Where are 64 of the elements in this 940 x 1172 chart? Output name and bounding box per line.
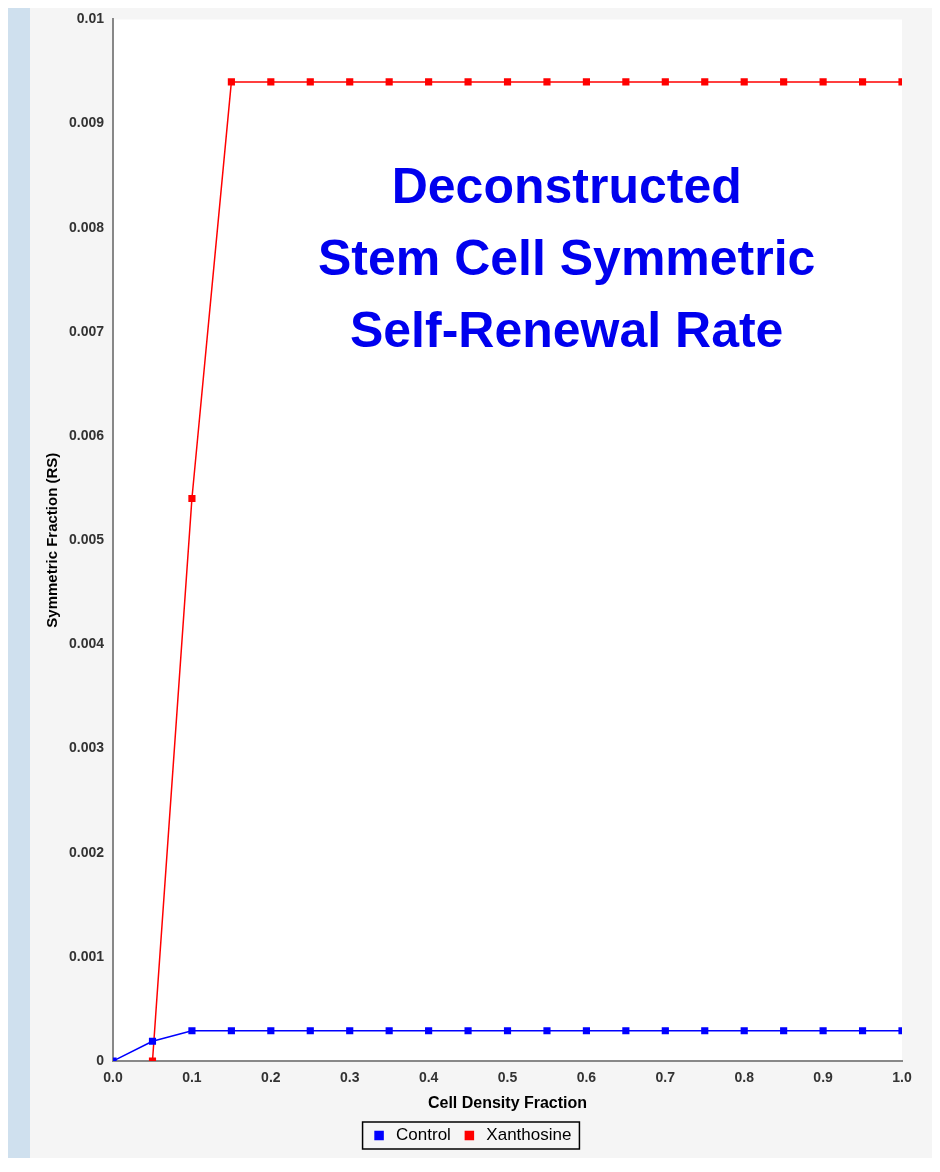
- point: [740, 78, 748, 86]
- point: [148, 1037, 157, 1045]
- point: [661, 1027, 669, 1035]
- point: [306, 78, 314, 86]
- y-axis-title: Symmetric Fraction (RS): [43, 452, 61, 628]
- point: [503, 78, 512, 86]
- point: [306, 1027, 314, 1035]
- point: [622, 78, 630, 86]
- legend-label: Control: [396, 1125, 451, 1145]
- point: [346, 1027, 354, 1035]
- y-tick-label: 0.008: [68, 218, 105, 235]
- point: [188, 1027, 196, 1035]
- x-tick-label: 0.4: [418, 1069, 439, 1086]
- x-tick-label: 0.0: [103, 1069, 123, 1086]
- point: [464, 1027, 472, 1035]
- point: [543, 1027, 551, 1035]
- y-tick-label: 0.002: [68, 843, 105, 860]
- point: [582, 78, 590, 86]
- point: [425, 1027, 433, 1035]
- x-tick-label: 0.2: [261, 1069, 281, 1086]
- point: [267, 1027, 275, 1035]
- x-tick-label: 0.3: [339, 1069, 360, 1086]
- point: [858, 1027, 867, 1035]
- point: [385, 78, 393, 86]
- point: [819, 78, 827, 86]
- point: [385, 1027, 393, 1035]
- x-tick-label: 1.0: [892, 1069, 912, 1086]
- point: [701, 1027, 709, 1035]
- point: [227, 78, 235, 86]
- point: [780, 78, 788, 86]
- point: [503, 1027, 512, 1035]
- y-tick-label: 0.005: [68, 531, 105, 548]
- y-tick-label: 0.004: [68, 635, 105, 652]
- point: [858, 78, 867, 86]
- text: Deconstructed Stem Cell Symmetric Self-Renewal Rate: [317, 158, 816, 359]
- x-tick-label: 0.1: [182, 1069, 202, 1086]
- point: [543, 78, 551, 86]
- y-tick-label: 0.01: [76, 10, 105, 27]
- point: [819, 1027, 827, 1035]
- point: [425, 78, 433, 86]
- y-tick-label: 0.003: [68, 739, 105, 756]
- point: [661, 78, 669, 86]
- y-tick-label: 0.001: [68, 947, 105, 964]
- point: [780, 1027, 788, 1035]
- point: [346, 78, 354, 86]
- point: [740, 1027, 748, 1035]
- point: [582, 1027, 590, 1035]
- x-tick-label: 0.9: [813, 1069, 834, 1086]
- x-axis-title: Cell Density Fraction: [427, 1093, 588, 1111]
- y-tick-label: 0: [96, 1051, 105, 1068]
- point: [622, 1027, 630, 1035]
- point: [701, 78, 709, 86]
- x-tick-label: 0.6: [576, 1069, 597, 1086]
- y-tick-label: 0.007: [68, 322, 105, 339]
- legend-label: Xanthosine: [486, 1125, 572, 1145]
- point: [227, 1027, 235, 1035]
- point: [464, 78, 472, 86]
- y-tick-label: 0.009: [68, 114, 105, 131]
- y-tick-label: 0.006: [68, 426, 105, 443]
- point: [188, 494, 196, 503]
- x-tick-label: 0.7: [655, 1069, 676, 1086]
- x-tick-label: 0.5: [497, 1069, 518, 1086]
- point: [267, 78, 275, 86]
- x-tick-label: 0.8: [734, 1069, 755, 1086]
